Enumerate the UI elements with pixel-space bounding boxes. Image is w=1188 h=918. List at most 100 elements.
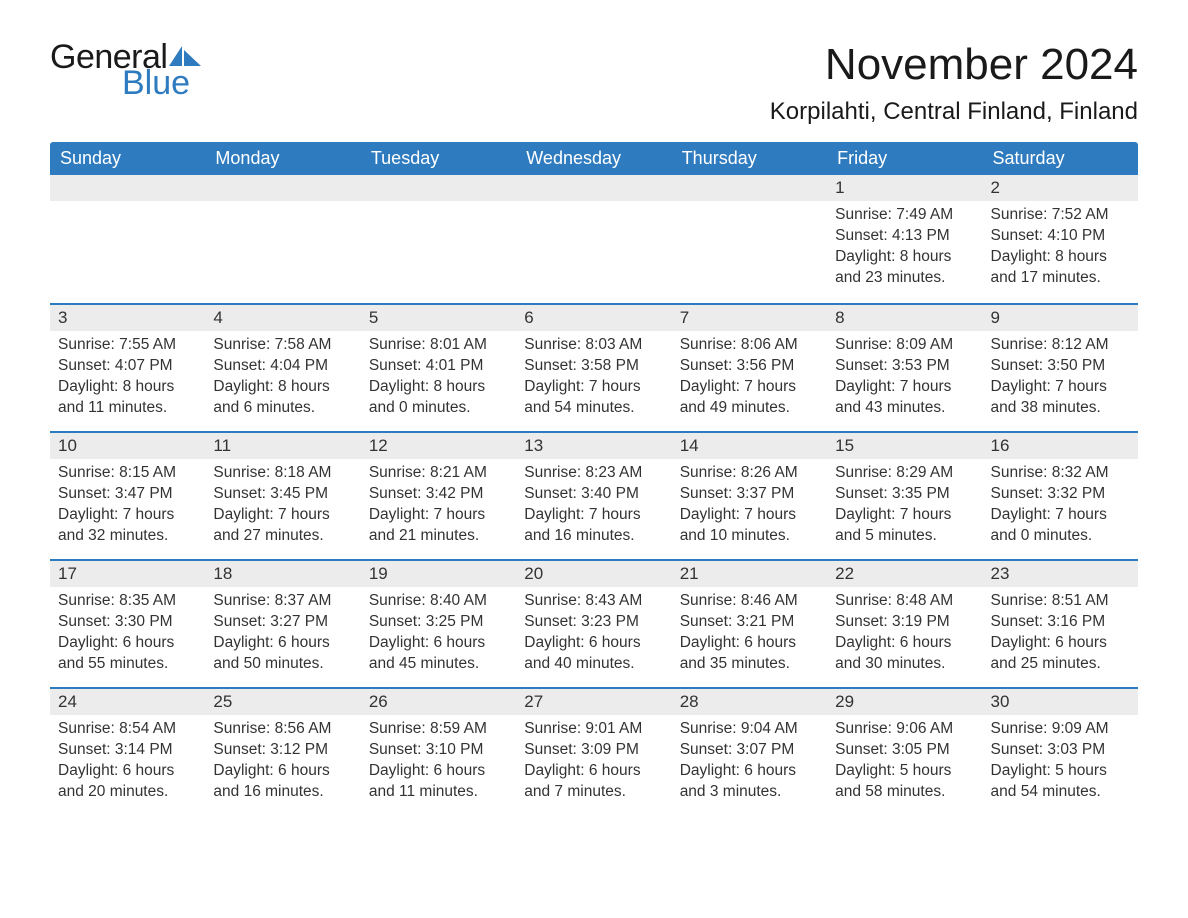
day-daylight2-line: and 21 minutes.	[369, 526, 508, 547]
day-content: Sunrise: 8:26 AMSunset: 3:37 PMDaylight:…	[672, 459, 827, 559]
day-cell: 29Sunrise: 9:06 AMSunset: 3:05 PMDayligh…	[827, 689, 982, 815]
day-daylight1-line: Daylight: 6 hours	[58, 761, 197, 782]
day-sunset-line: Sunset: 3:10 PM	[369, 740, 508, 761]
day-number: 8	[827, 305, 982, 331]
day-daylight1-line: Daylight: 6 hours	[58, 633, 197, 654]
day-number: 24	[50, 689, 205, 715]
day-daylight1-line: Daylight: 7 hours	[369, 505, 508, 526]
day-content: Sunrise: 8:51 AMSunset: 3:16 PMDaylight:…	[983, 587, 1138, 687]
day-daylight1-line: Daylight: 6 hours	[213, 633, 352, 654]
day-content: Sunrise: 8:23 AMSunset: 3:40 PMDaylight:…	[516, 459, 671, 559]
day-daylight2-line: and 55 minutes.	[58, 654, 197, 675]
day-number-bar-empty	[205, 175, 360, 201]
day-cell: 17Sunrise: 8:35 AMSunset: 3:30 PMDayligh…	[50, 561, 205, 687]
day-daylight2-line: and 6 minutes.	[213, 398, 352, 419]
day-sunset-line: Sunset: 4:01 PM	[369, 356, 508, 377]
day-sunrise-line: Sunrise: 8:18 AM	[213, 463, 352, 484]
day-daylight1-line: Daylight: 6 hours	[369, 761, 508, 782]
day-sunrise-line: Sunrise: 8:59 AM	[369, 719, 508, 740]
calendar: SundayMondayTuesdayWednesdayThursdayFrid…	[50, 142, 1138, 815]
day-sunrise-line: Sunrise: 7:55 AM	[58, 335, 197, 356]
day-sunset-line: Sunset: 3:03 PM	[991, 740, 1130, 761]
day-sunrise-line: Sunrise: 8:15 AM	[58, 463, 197, 484]
logo-text-blue: Blue	[122, 66, 203, 100]
weekday-label: Tuesday	[361, 142, 516, 175]
day-sunrise-line: Sunrise: 9:01 AM	[524, 719, 663, 740]
day-number-bar-empty	[672, 175, 827, 201]
day-sunrise-line: Sunrise: 8:37 AM	[213, 591, 352, 612]
day-daylight1-line: Daylight: 7 hours	[680, 505, 819, 526]
day-content: Sunrise: 9:06 AMSunset: 3:05 PMDaylight:…	[827, 715, 982, 815]
day-content: Sunrise: 9:01 AMSunset: 3:09 PMDaylight:…	[516, 715, 671, 815]
day-number: 6	[516, 305, 671, 331]
day-number-bar-empty	[516, 175, 671, 201]
day-sunrise-line: Sunrise: 9:04 AM	[680, 719, 819, 740]
week-row: 17Sunrise: 8:35 AMSunset: 3:30 PMDayligh…	[50, 559, 1138, 687]
day-sunrise-line: Sunrise: 8:46 AM	[680, 591, 819, 612]
day-sunrise-line: Sunrise: 8:51 AM	[991, 591, 1130, 612]
day-daylight1-line: Daylight: 8 hours	[835, 247, 974, 268]
logo: General Blue	[50, 40, 203, 100]
header: General Blue November 2024 Korpilahti, C…	[50, 40, 1138, 126]
day-content: Sunrise: 8:37 AMSunset: 3:27 PMDaylight:…	[205, 587, 360, 687]
day-content: Sunrise: 8:43 AMSunset: 3:23 PMDaylight:…	[516, 587, 671, 687]
day-cell: 13Sunrise: 8:23 AMSunset: 3:40 PMDayligh…	[516, 433, 671, 559]
day-sunrise-line: Sunrise: 8:21 AM	[369, 463, 508, 484]
day-cell: 21Sunrise: 8:46 AMSunset: 3:21 PMDayligh…	[672, 561, 827, 687]
day-cell: 22Sunrise: 8:48 AMSunset: 3:19 PMDayligh…	[827, 561, 982, 687]
day-daylight2-line: and 35 minutes.	[680, 654, 819, 675]
day-sunset-line: Sunset: 3:40 PM	[524, 484, 663, 505]
day-cell: 18Sunrise: 8:37 AMSunset: 3:27 PMDayligh…	[205, 561, 360, 687]
day-daylight1-line: Daylight: 7 hours	[835, 505, 974, 526]
day-sunrise-line: Sunrise: 7:58 AM	[213, 335, 352, 356]
day-daylight1-line: Daylight: 6 hours	[524, 761, 663, 782]
day-cell: 20Sunrise: 8:43 AMSunset: 3:23 PMDayligh…	[516, 561, 671, 687]
day-sunset-line: Sunset: 3:09 PM	[524, 740, 663, 761]
day-daylight1-line: Daylight: 5 hours	[835, 761, 974, 782]
day-daylight2-line: and 20 minutes.	[58, 782, 197, 803]
title-block: November 2024 Korpilahti, Central Finlan…	[770, 40, 1138, 126]
day-daylight1-line: Daylight: 7 hours	[58, 505, 197, 526]
weekday-label: Sunday	[50, 142, 205, 175]
day-cell: 5 Sunrise: 8:01 AMSunset: 4:01 PMDaylight…	[361, 305, 516, 431]
day-content: Sunrise: 9:09 AMSunset: 3:03 PMDaylight:…	[983, 715, 1138, 815]
day-daylight1-line: Daylight: 8 hours	[369, 377, 508, 398]
day-cell: 3Sunrise: 7:55 AMSunset: 4:07 PMDaylight…	[50, 305, 205, 431]
day-content: Sunrise: 8:29 AMSunset: 3:35 PMDaylight:…	[827, 459, 982, 559]
empty-day-cell	[516, 175, 671, 303]
day-cell: 24Sunrise: 8:54 AMSunset: 3:14 PMDayligh…	[50, 689, 205, 815]
day-number: 14	[672, 433, 827, 459]
weekday-label: Monday	[205, 142, 360, 175]
weekday-label: Saturday	[983, 142, 1138, 175]
day-sunrise-line: Sunrise: 9:06 AM	[835, 719, 974, 740]
day-number: 12	[361, 433, 516, 459]
day-number: 2	[983, 175, 1138, 201]
day-daylight1-line: Daylight: 7 hours	[835, 377, 974, 398]
day-number: 5	[361, 305, 516, 331]
day-cell: 2Sunrise: 7:52 AMSunset: 4:10 PMDaylight…	[983, 175, 1138, 303]
day-sunrise-line: Sunrise: 8:56 AM	[213, 719, 352, 740]
day-content: Sunrise: 8:12 AMSunset: 3:50 PMDaylight:…	[983, 331, 1138, 431]
day-cell: 10Sunrise: 8:15 AMSunset: 3:47 PMDayligh…	[50, 433, 205, 559]
day-sunrise-line: Sunrise: 8:54 AM	[58, 719, 197, 740]
day-sunset-line: Sunset: 3:25 PM	[369, 612, 508, 633]
weekday-label: Thursday	[672, 142, 827, 175]
day-content: Sunrise: 7:52 AMSunset: 4:10 PMDaylight:…	[983, 201, 1138, 301]
day-number: 21	[672, 561, 827, 587]
day-cell: 27Sunrise: 9:01 AMSunset: 3:09 PMDayligh…	[516, 689, 671, 815]
day-sunrise-line: Sunrise: 8:48 AM	[835, 591, 974, 612]
day-content: Sunrise: 8:32 AMSunset: 3:32 PMDaylight:…	[983, 459, 1138, 559]
day-daylight1-line: Daylight: 8 hours	[991, 247, 1130, 268]
day-sunrise-line: Sunrise: 8:35 AM	[58, 591, 197, 612]
day-cell: 8Sunrise: 8:09 AMSunset: 3:53 PMDaylight…	[827, 305, 982, 431]
day-daylight2-line: and 10 minutes.	[680, 526, 819, 547]
day-sunrise-line: Sunrise: 8:29 AM	[835, 463, 974, 484]
day-cell: 23Sunrise: 8:51 AMSunset: 3:16 PMDayligh…	[983, 561, 1138, 687]
day-number: 7	[672, 305, 827, 331]
day-number: 30	[983, 689, 1138, 715]
day-number: 22	[827, 561, 982, 587]
day-daylight1-line: Daylight: 8 hours	[58, 377, 197, 398]
day-cell: 19Sunrise: 8:40 AMSunset: 3:25 PMDayligh…	[361, 561, 516, 687]
day-daylight2-line: and 23 minutes.	[835, 268, 974, 289]
day-sunrise-line: Sunrise: 8:01 AM	[369, 335, 508, 356]
